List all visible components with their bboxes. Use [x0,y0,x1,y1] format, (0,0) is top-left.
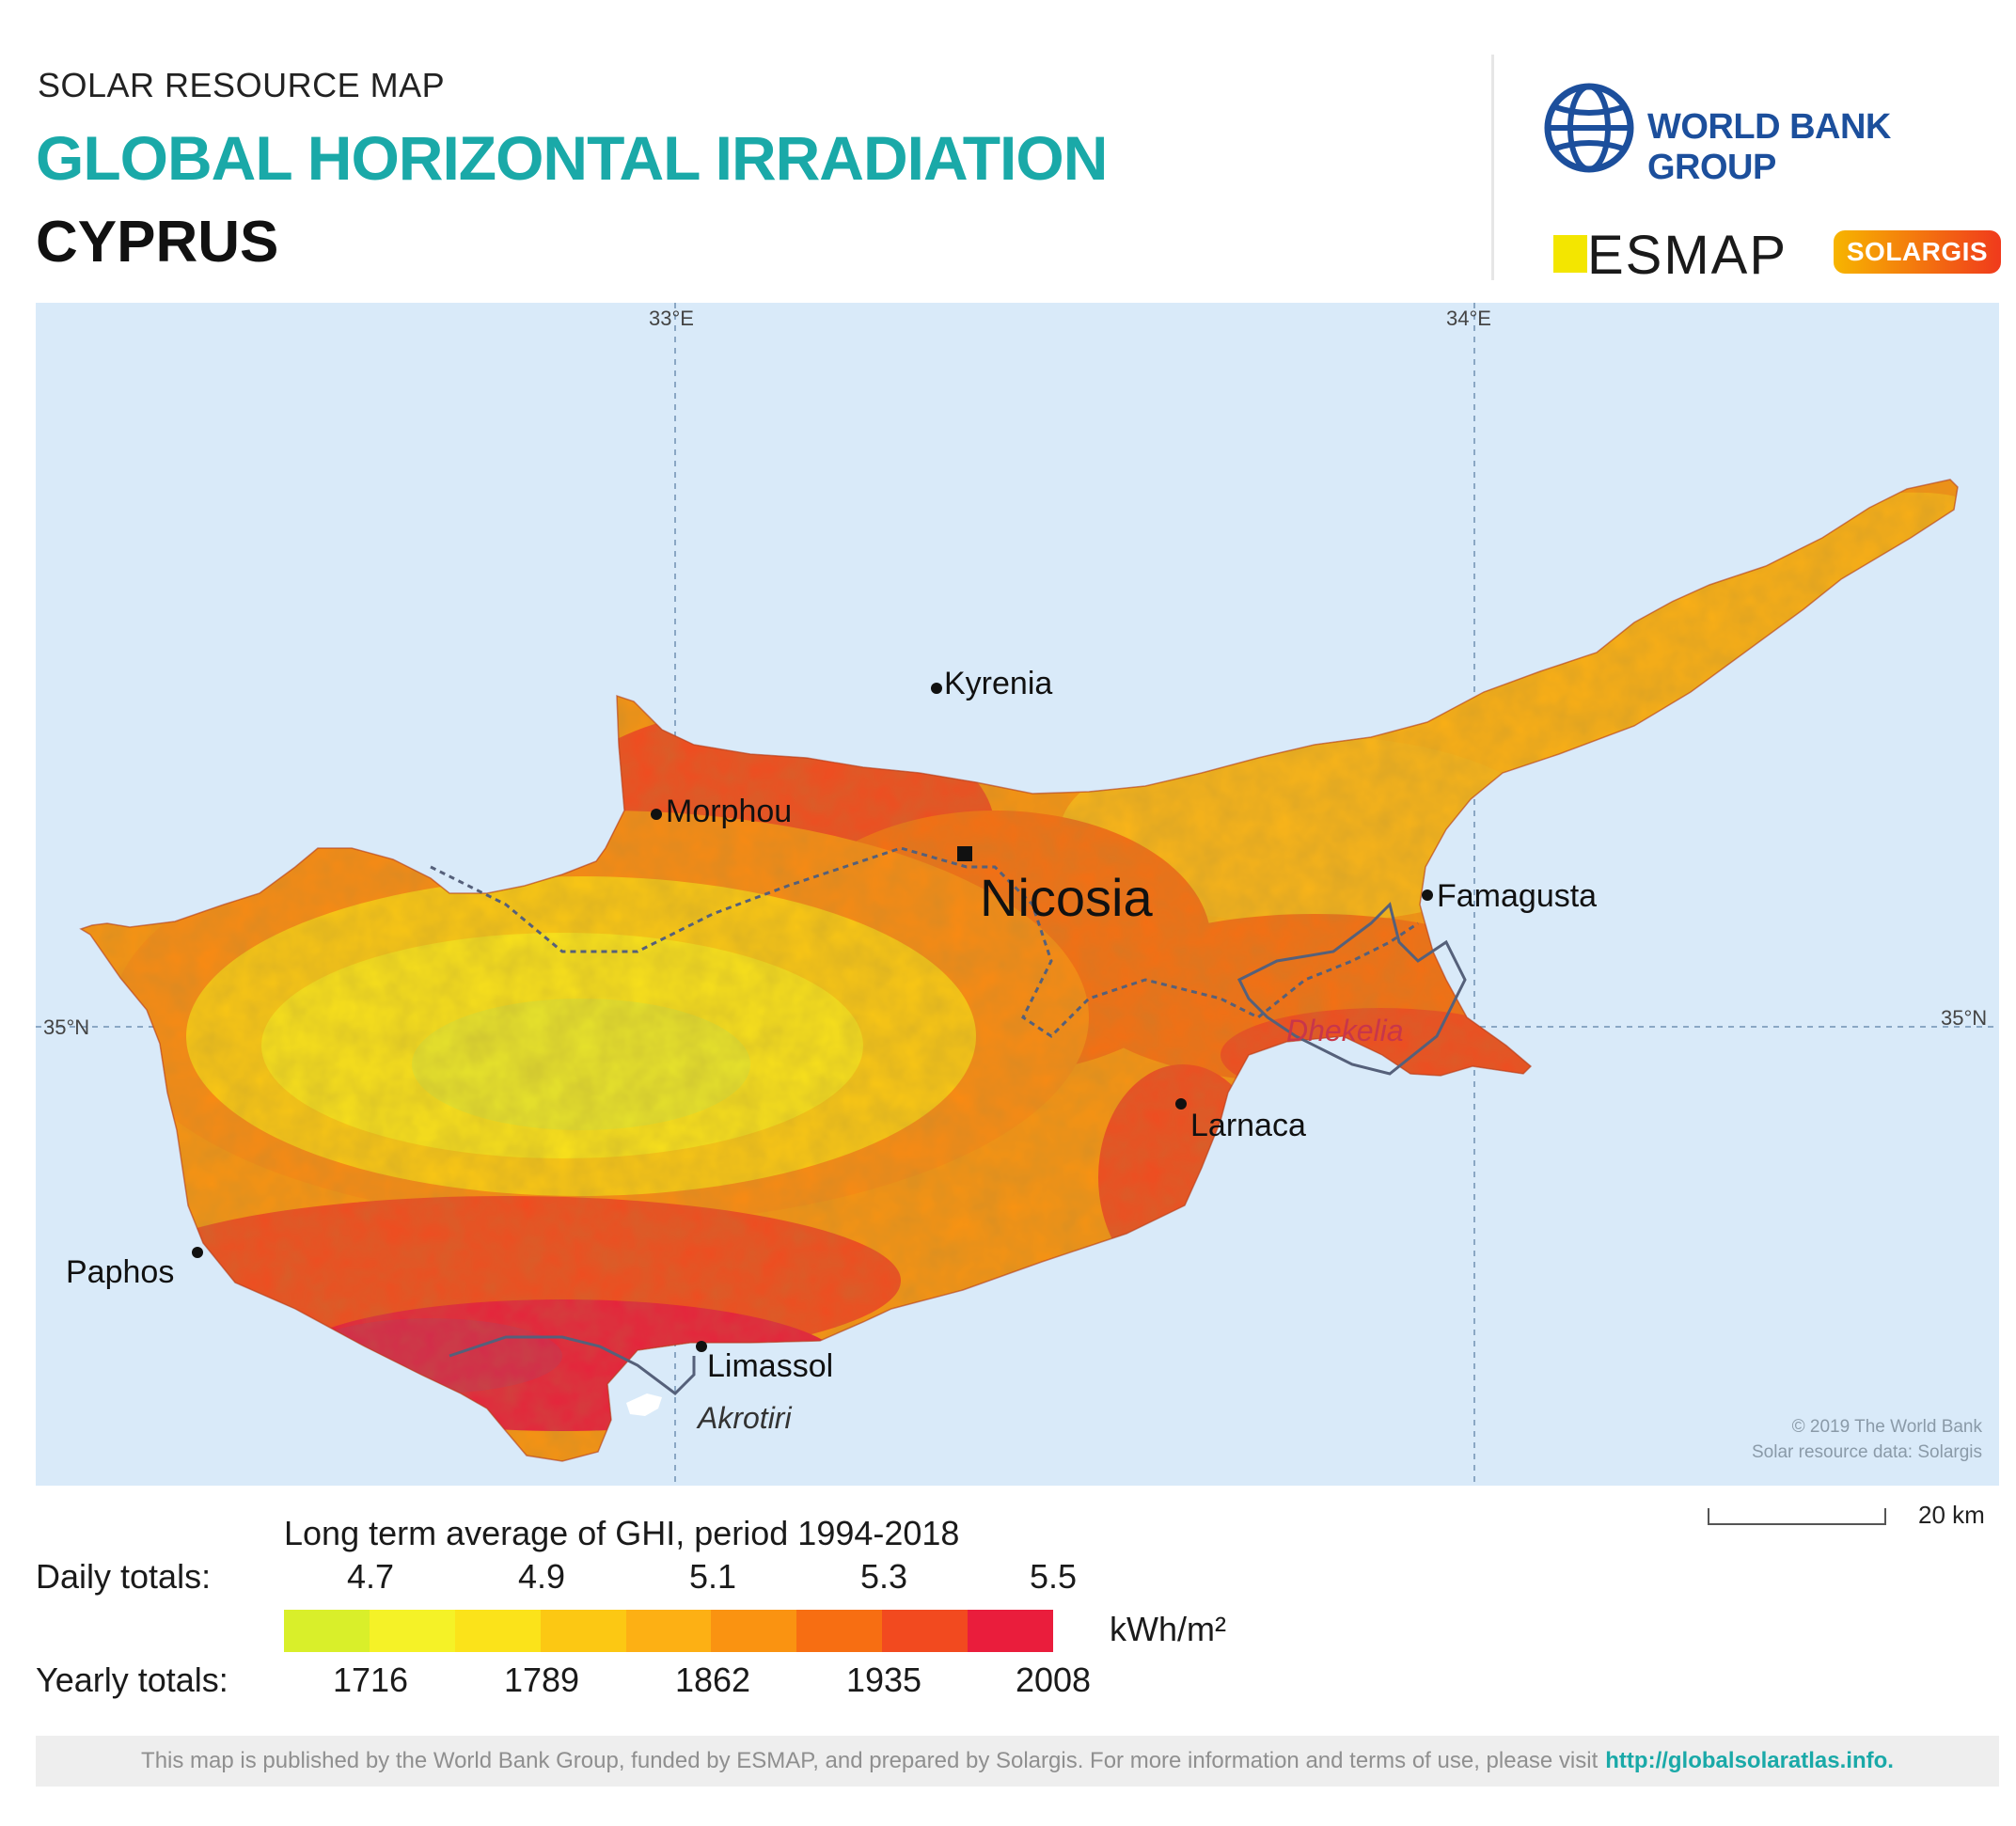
footer-link[interactable]: http://globalsolaratlas.info. [1605,1748,1894,1773]
daily-tick: 4.7 [346,1557,395,1596]
lat-label-east: 35°N [1941,1006,1988,1030]
yearly-tick: 1862 [674,1661,751,1699]
header-divider [1491,55,1494,280]
cyprus-map [36,303,1999,1486]
base-label-akrotiri: Akrotiri [698,1401,792,1435]
world-bank-globe-icon [1544,83,1634,173]
legend-title: Long term average of GHI, period 1994-20… [284,1514,960,1552]
copyright-line-1: © 2019 The World Bank [1791,1417,1982,1437]
yearly-tick: 1935 [845,1661,922,1699]
lon-label-33: 33°E [649,307,694,330]
yearly-tick: 1716 [332,1661,409,1699]
footer-bar: This map is published by the World Bank … [36,1736,1999,1787]
daily-tick: 5.5 [1029,1557,1078,1596]
legend-swatch [284,1610,370,1652]
legend-swatch [968,1610,1054,1652]
map-title: GLOBAL HORIZONTAL IRRADIATION [36,123,1108,193]
map-panel: 33°E 34°E 35°N 35°N Kyrenia Morphou Nico… [36,303,1999,1486]
world-bank-logo: WORLD BANK GROUP [1647,107,1891,187]
legend-swatch [540,1610,626,1652]
daily-tick: 5.1 [688,1557,737,1596]
esmap-logo: ESMAP [1587,225,1788,286]
legend-swatch [882,1610,969,1652]
esmap-mark-icon [1553,235,1587,273]
legend-color-bar [284,1610,1054,1652]
legend-swatch [625,1610,712,1652]
legend-swatch [796,1610,883,1652]
yearly-tick: 2008 [1015,1661,1092,1699]
lat-label-west: 35°N [43,1015,90,1039]
map-copyright: © 2019 The World Bank Solar resource dat… [1752,1414,1982,1465]
city-label-famagusta: Famagusta [1437,878,1598,914]
scale-bar [1708,1508,1886,1525]
city-label-nicosia: Nicosia [980,868,1153,927]
city-label-larnaca: Larnaca [1190,1108,1306,1143]
city-label-limassol: Limassol [707,1348,834,1384]
legend-swatch [454,1610,541,1652]
copyright-line-2: Solar resource data: Solargis [1751,1442,1982,1462]
map-subtitle: SOLAR RESOURCE MAP [38,66,446,104]
daily-tick: 4.9 [517,1557,566,1596]
daily-tick: 5.3 [859,1557,908,1596]
city-label-paphos: Paphos [66,1254,175,1290]
city-label-kyrenia: Kyrenia [944,666,1053,701]
base-label-dhekelia: Dhekelia [1286,1014,1404,1047]
lon-label-34: 34°E [1446,307,1491,330]
legend-swatch [711,1610,797,1652]
daily-totals-label: Daily totals: [36,1557,212,1596]
yearly-tick: 1789 [503,1661,580,1699]
scale-label: 20 km [1918,1501,1985,1529]
footer-text: This map is published by the World Bank … [141,1748,1599,1773]
legend-unit: kWh/m² [1110,1610,1226,1648]
country-name: CYPRUS [36,210,279,275]
legend-swatch [369,1610,455,1652]
yearly-totals-label: Yearly totals: [36,1661,228,1699]
solargis-logo: SOLARGIS [1834,230,2001,274]
city-label-morphou: Morphou [666,794,793,829]
